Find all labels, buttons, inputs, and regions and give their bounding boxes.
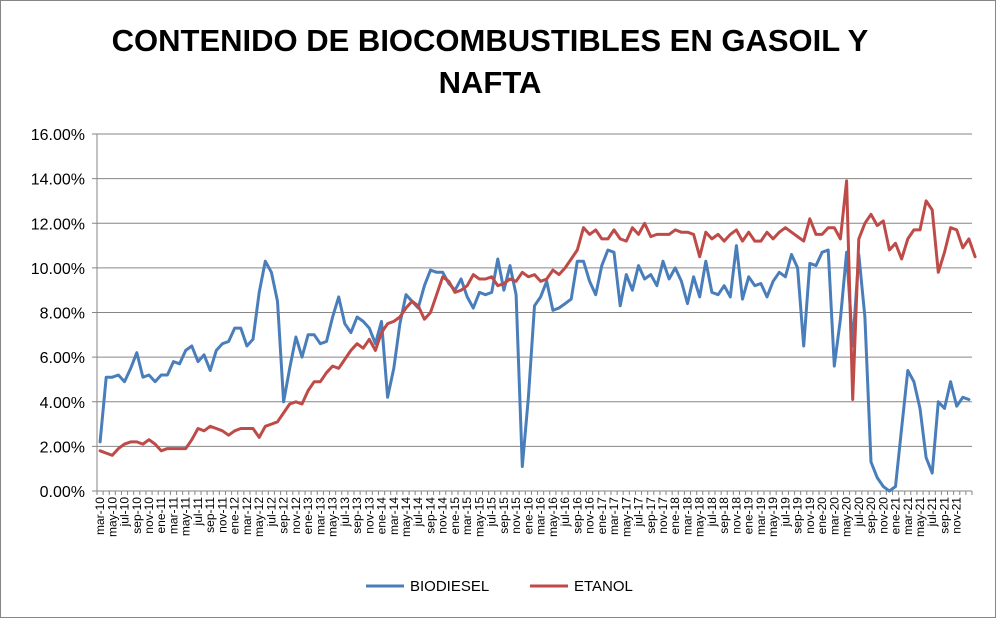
series-line-biodiesel [98, 244, 971, 493]
x-tick-label: ene-20 [815, 497, 829, 535]
x-tick-label: ene-11 [154, 497, 168, 534]
x-tick-label: mar-13 [313, 497, 327, 535]
series-line-etanol [98, 179, 977, 457]
x-tick-label: mar-10 [93, 497, 107, 535]
y-tick-label: 2.00% [40, 439, 85, 456]
x-tick-label: nov-13 [362, 497, 376, 534]
chart-title-line-2: NAFTA [438, 65, 542, 100]
x-tick-label: sep-16 [570, 497, 584, 534]
x-tick-label: jul-13 [338, 497, 352, 528]
y-tick-label: 10.00% [31, 261, 85, 278]
x-tick-label: mar-18 [680, 497, 694, 535]
x-tick-label: ene-16 [521, 497, 535, 535]
x-tick-label: ene-15 [448, 497, 462, 535]
x-tick-label: jul-12 [264, 497, 278, 528]
x-tick-label: ene-18 [668, 497, 682, 535]
x-tick-label: may-11 [179, 497, 193, 536]
x-tick-label: sep-10 [130, 497, 144, 534]
x-tick-label: may-21 [913, 497, 927, 537]
x-tick-label: nov-19 [803, 497, 817, 534]
x-tick-label: nov-20 [876, 497, 890, 534]
x-tick-label: nov-18 [729, 497, 743, 534]
x-tick-label: sep-19 [791, 497, 805, 534]
x-tick-label: may-10 [105, 497, 119, 537]
legend-label-etanol: ETANOL [574, 578, 633, 595]
x-tick-label: nov-17 [656, 497, 670, 534]
x-tick-label: mar-11 [166, 497, 180, 534]
x-tick-label: ene-13 [301, 497, 315, 535]
x-tick-label: mar-16 [534, 497, 548, 535]
x-tick-label: nov-15 [509, 497, 523, 534]
x-tick-label: sep-21 [937, 497, 951, 534]
x-tick-label: ene-14 [375, 497, 389, 535]
series-lines [98, 179, 977, 493]
chart-title: CONTENIDO DE BIOCOMBUSTIBLES EN GASOIL Y… [90, 20, 890, 104]
x-tick-label: nov-21 [950, 497, 964, 534]
x-tick-label: ene-12 [228, 497, 242, 535]
legend: BIODIESEL ETANOL [366, 578, 633, 595]
x-tick-label: nov-10 [142, 497, 156, 534]
x-tick-label: jul-10 [118, 497, 132, 528]
x-tick-label: mar-17 [607, 497, 621, 535]
x-tick-label: jul-11 [191, 497, 205, 527]
x-tick-label: jul-19 [778, 497, 792, 528]
x-tick-label: may-20 [840, 497, 854, 537]
x-tick-label: may-12 [252, 497, 266, 537]
x-tick-label: sep-18 [717, 497, 731, 534]
x-tick-label: mar-12 [240, 497, 254, 535]
x-tick-label: mar-20 [827, 497, 841, 535]
x-tick-label: jul-20 [852, 497, 866, 528]
x-tick-label: may-19 [766, 497, 780, 537]
x-tick-label: mar-19 [754, 497, 768, 535]
x-tick-label: mar-14 [387, 497, 401, 535]
x-tick-label: may-15 [472, 497, 486, 537]
x-tick-label: may-13 [326, 497, 340, 537]
y-tick-label: 12.00% [31, 216, 85, 233]
x-tick-label: jul-21 [925, 497, 939, 528]
x-tick-label: ene-17 [595, 497, 609, 535]
x-tick-label: may-17 [619, 497, 633, 537]
x-tick-label: sep-15 [497, 497, 511, 534]
chart-title-line-1: CONTENIDO DE BIOCOMBUSTIBLES EN GASOIL Y [111, 23, 869, 58]
x-tick-label: sep-17 [644, 497, 658, 534]
x-tick-label: nov-12 [289, 497, 303, 534]
x-tick-label: jul-18 [705, 497, 719, 528]
x-tick-label: jul-15 [485, 497, 499, 528]
y-tick-label: 16.00% [31, 127, 85, 144]
y-tick-label: 6.00% [40, 350, 85, 367]
x-tick-label: sep-13 [350, 497, 364, 534]
legend-label-biodiesel: BIODIESEL [410, 578, 489, 595]
x-axis-tick-labels: mar-10may-10jul-10sep-10nov-10ene-11mar-… [93, 497, 964, 537]
x-tick-label: sep-14 [423, 497, 437, 534]
y-axis-tick-labels: 0.00% 2.00% 4.00% 6.00% 8.00% 10.00% 12.00% 14.… [31, 127, 85, 501]
y-tick-label: 0.00% [40, 484, 85, 501]
x-tick-label: jul-17 [632, 497, 646, 528]
x-tick-label: ene-19 [742, 497, 756, 535]
axes [92, 133, 973, 495]
x-tick-label: jul-16 [558, 497, 572, 528]
x-tick-label: may-14 [399, 497, 413, 537]
x-tick-label: mar-21 [901, 497, 915, 535]
y-tick-label: 4.00% [40, 395, 85, 412]
x-tick-label: jul-14 [411, 497, 425, 528]
x-tick-label: sep-12 [277, 497, 291, 534]
gridlines [97, 133, 972, 447]
x-tick-label: nov-14 [436, 497, 450, 534]
y-tick-label: 14.00% [31, 172, 85, 189]
x-tick-label: nov-16 [583, 497, 597, 534]
x-tick-label: sep-20 [864, 497, 878, 534]
x-tick-label: may-18 [693, 497, 707, 537]
x-tick-label: mar-15 [460, 497, 474, 535]
y-tick-label: 8.00% [40, 306, 85, 323]
x-tick-label: sep-11 [203, 497, 217, 533]
x-tick-label: nov-11 [215, 497, 229, 533]
x-tick-label: ene-21 [889, 497, 903, 535]
x-tick-label: may-16 [546, 497, 560, 537]
